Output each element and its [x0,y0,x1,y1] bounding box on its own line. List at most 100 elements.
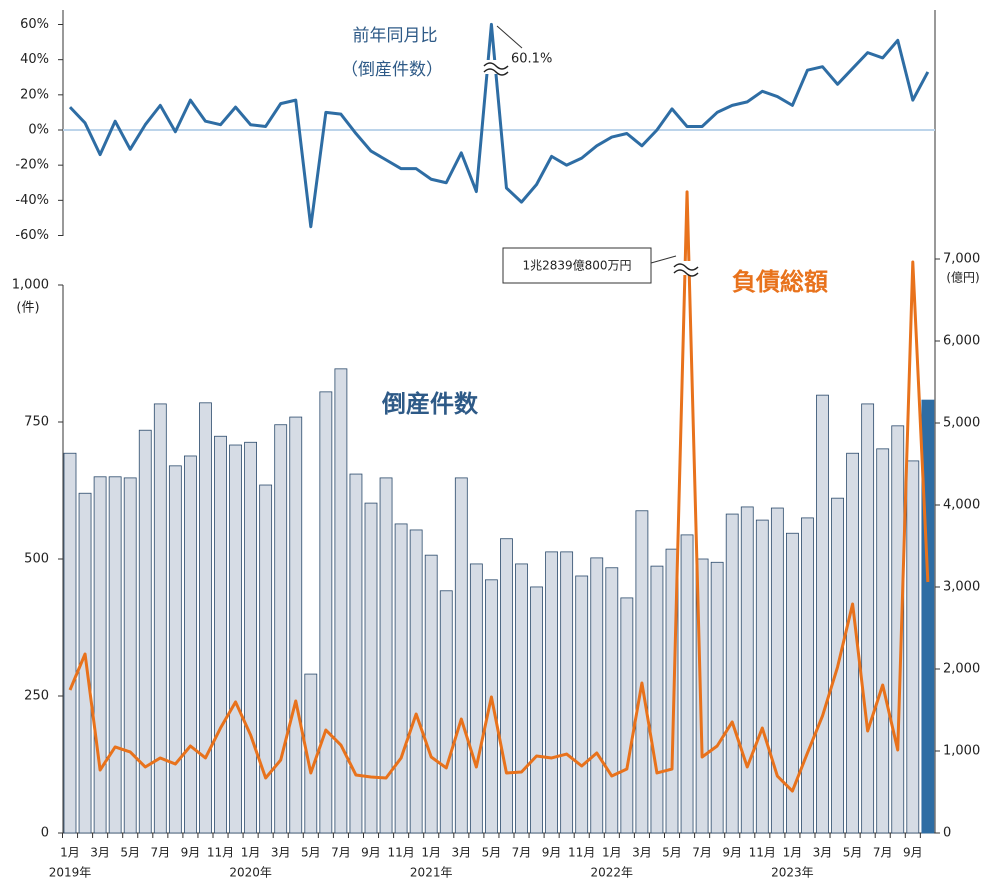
line [68,22,930,229]
y2-tick-label: 0 [943,826,951,841]
y2-axis-label: (億円) [946,271,979,285]
line [68,190,930,793]
bar [680,534,694,834]
x-tick-label: 11月 [207,846,234,860]
bar [364,502,378,834]
bar [906,460,920,834]
bar [349,473,363,834]
plot: 60%40%20%0%-20%-40%-60%02505007501,00001… [12,17,980,880]
x-tick-label: 3月 [90,846,110,860]
x-tick-label: 1月 [421,846,441,860]
callout-line [496,25,523,49]
y-tick-label: 60% [20,17,49,32]
bar [138,429,152,834]
bar [214,435,227,834]
bar [379,477,393,834]
x-tick-label: 11月 [749,846,776,860]
y-tick-label: 1,000 [12,278,49,293]
x-tick-label: 9月 [903,846,923,860]
bar [123,477,137,834]
bar [394,523,408,834]
x-tick-label: 1月 [602,846,622,860]
x-tick-label: 7月 [331,846,351,860]
x-tick-label: 9月 [361,846,381,860]
y-tick-label: 500 [24,552,49,567]
y2-tick-label: 7,000 [943,252,980,267]
bar [590,557,604,834]
year-label: 2023年 [771,866,814,880]
bar [259,484,273,834]
callout-box [502,247,652,284]
bar [439,590,453,834]
y-tick-label: 40% [20,52,49,67]
x-tick-label: 1月 [241,846,261,860]
x-tick-label: 3月 [271,846,291,860]
x-tick-label: 9月 [181,846,201,860]
bar [469,563,483,834]
x-tick-label: 1月 [60,846,80,860]
x-tick-label: 9月 [722,846,742,860]
bar [229,444,242,834]
y2-tick-label: 4,000 [943,498,980,513]
y-tick-label: -20% [15,158,49,173]
bar [861,403,875,834]
top-subtitle: （倒産件数） [341,60,443,80]
bar [635,510,649,834]
series-label: 負債総額 [732,268,828,296]
x-tick-label: 5月 [120,846,140,860]
bar [424,554,438,834]
y2-tick-label: 6,000 [943,334,980,349]
x-tick-label: 7月 [873,846,893,860]
x-tick-label: 3月 [451,846,471,860]
bar [605,567,619,834]
bar [334,368,348,834]
x-tick-label: 11月 [568,846,595,860]
data-label: 60.1% [511,52,552,67]
bar [454,477,468,834]
bar [740,506,754,834]
bar [786,532,799,834]
y2-tick-label: 1,000 [943,744,980,759]
y-axis-label: (件) [16,301,39,316]
bar [545,551,558,834]
callout-line [650,255,677,264]
bar [650,565,664,834]
bar [560,551,574,834]
bar [168,465,182,834]
x-tick-label: 5月 [843,846,863,860]
bar [620,597,634,834]
bar [770,507,784,834]
x-tick-label: 5月 [662,846,682,860]
x-tick-label: 9月 [542,846,562,860]
top-title: 前年同月比 [353,26,438,46]
x-tick-label: 3月 [813,846,833,860]
bar [515,563,528,834]
bar [274,424,288,834]
x-tick-label: 5月 [482,846,502,860]
bar [289,416,303,834]
bar [755,519,769,834]
bar [816,394,829,834]
x-tick-label: 5月 [301,846,321,860]
y-tick-label: 0% [28,123,49,138]
bar [530,586,543,834]
y-tick-label: -60% [15,228,49,243]
bar [199,402,212,834]
data-label: 1兆2839億800万円 [522,259,631,273]
bar [153,403,167,834]
y2-tick-label: 5,000 [943,416,980,431]
y-tick-label: 0 [41,826,49,841]
bar [710,561,724,834]
bar [93,476,107,834]
year-label: 2022年 [591,866,634,880]
y-tick-label: 20% [20,87,49,102]
x-tick-label: 3月 [632,846,652,860]
x-tick-label: 7月 [150,846,170,860]
bar [319,391,333,834]
year-label: 2021年 [410,866,453,880]
x-tick-label: 7月 [512,846,532,860]
bar [575,575,589,834]
bar [108,476,122,834]
bar [484,579,498,834]
